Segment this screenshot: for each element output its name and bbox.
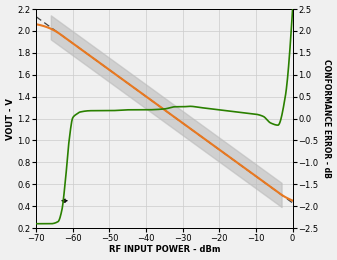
Y-axis label: VOUT - V: VOUT - V bbox=[5, 98, 14, 140]
X-axis label: RF INPUT POWER - dBm: RF INPUT POWER - dBm bbox=[109, 245, 220, 255]
Y-axis label: CONFORMANCE ERROR - dB: CONFORMANCE ERROR - dB bbox=[323, 59, 332, 178]
